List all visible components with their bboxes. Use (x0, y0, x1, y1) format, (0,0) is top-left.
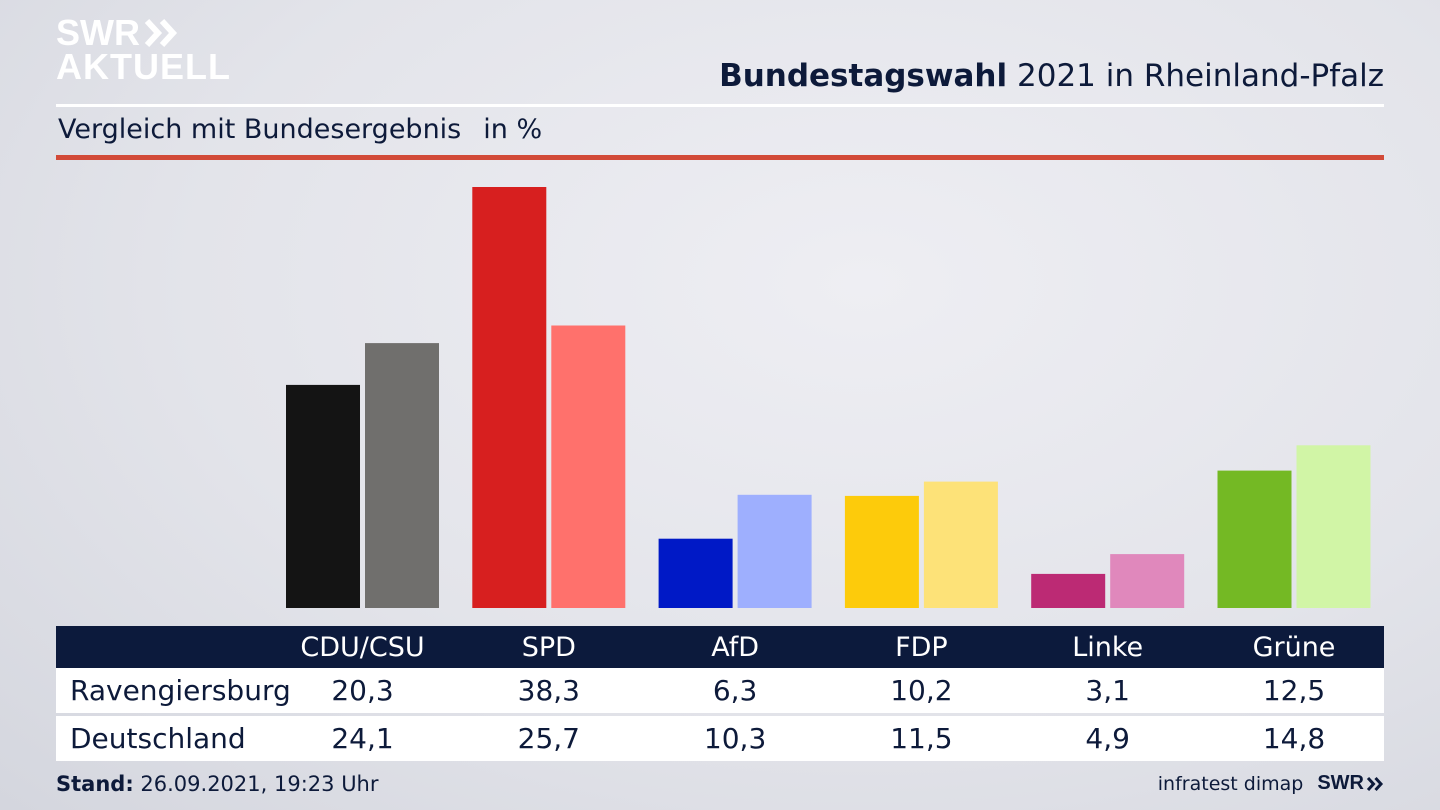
value-afd-ravengiersburg: 6,3 (712, 674, 758, 707)
double-chevron-small-icon (1366, 776, 1384, 791)
value-spd-deutschland: 25,7 (517, 722, 580, 755)
bar-afd-ravengiersburg (658, 538, 733, 608)
value-afd-deutschland: 10,3 (703, 722, 767, 755)
category-label-cdu-csu: CDU/CSU (300, 631, 425, 663)
source-credit: infratest dimap SWR (1158, 772, 1384, 795)
chart-subtitle: Vergleich mit Bundesergebnis in % (58, 114, 542, 145)
row-label-ravengiersburg: Ravengiersburg (70, 674, 291, 707)
double-chevron-icon (144, 18, 180, 48)
value-fdp-deutschland: 11,5 (890, 722, 953, 755)
table-row: Deutschland 24,1 25,7 10,3 11,5 4,9 14,8 (56, 716, 1384, 761)
bar-linke-deutschland (1110, 554, 1185, 608)
logo-swr-text: SWR (56, 12, 140, 53)
category-label-linke: Linke (1072, 631, 1144, 663)
value-cdu-csu-ravengiersburg: 20,3 (331, 674, 394, 707)
bar-spd-ravengiersburg (472, 187, 547, 608)
bar-linke-ravengiersburg (1031, 573, 1106, 608)
results-table: CDU/CSU SPD AfD FDP Linke Grüne Ravengiersbur… (56, 626, 1384, 761)
bar-afd-deutschland (737, 494, 812, 608)
value-linke-deutschland: 4,9 (1085, 722, 1130, 755)
category-label-afd: AfD (711, 631, 759, 663)
value-gr-ne-ravengiersburg: 12,5 (1262, 674, 1326, 707)
swr-aktuell-logo: SWR AKTUELL (56, 12, 231, 87)
brand-text: SWR (1317, 772, 1364, 794)
stand-label: Stand: (56, 772, 134, 796)
bar-fdp-deutschland (923, 481, 998, 608)
stand-value: 26.09.2021, 19:23 Uhr (140, 772, 379, 796)
value-linke-ravengiersburg: 3,1 (1085, 674, 1130, 707)
bar-gr-ne-ravengiersburg (1217, 470, 1292, 608)
title-bold: Bundestagswahl (719, 58, 1008, 94)
table-row: Ravengiersburg 20,3 38,3 6,3 10,2 3,1 12,5 (56, 668, 1384, 713)
bar-gr-ne-deutschland (1296, 445, 1371, 608)
page-title: Bundestagswahl 2021 in Rheinland-Pfalz (719, 58, 1384, 94)
table-header-row: CDU/CSU SPD AfD FDP Linke Grüne (56, 626, 1384, 668)
bar-cdu-csu-ravengiersburg (286, 384, 360, 608)
bar-fdp-ravengiersburg (844, 495, 919, 608)
value-cdu-csu-deutschland: 24,1 (331, 722, 394, 755)
swr-small-logo: SWR (1317, 772, 1384, 795)
category-label-spd: SPD (521, 631, 576, 663)
title-rest: 2021 in Rheinland-Pfalz (1017, 58, 1384, 94)
category-label-fdp: FDP (895, 631, 948, 663)
value-fdp-ravengiersburg: 10,2 (890, 674, 953, 707)
header-divider (56, 104, 1384, 107)
subtitle-text: Vergleich mit Bundesergebnis (58, 114, 462, 145)
bar-cdu-csu-deutschland (365, 343, 439, 608)
logo-aktuell-text: AKTUELL (56, 46, 231, 87)
unit-label: in % (483, 114, 543, 145)
bar-spd-deutschland (551, 325, 626, 608)
timestamp: Stand: 26.09.2021, 19:23 Uhr (56, 772, 379, 796)
row-label-deutschland: Deutschland (70, 722, 246, 755)
source-text: infratest dimap (1157, 772, 1304, 795)
category-label-gr-ne: Grüne (1252, 631, 1336, 663)
subtitle-divider (56, 155, 1384, 160)
value-gr-ne-deutschland: 14,8 (1262, 722, 1326, 755)
value-spd-ravengiersburg: 38,3 (517, 674, 580, 707)
